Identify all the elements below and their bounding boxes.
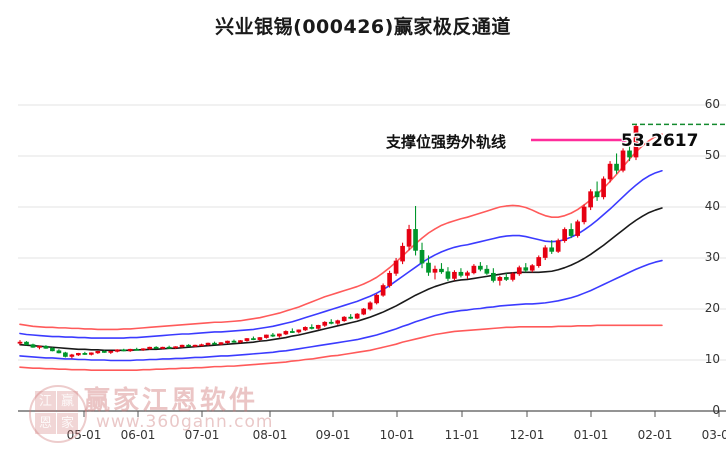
x-tick-label: 05-01 (66, 428, 102, 442)
support-line-annotation: 支撑位强势外轨线 (386, 133, 507, 151)
candlestick-series (17, 124, 639, 359)
y-tick-label: 0 (712, 403, 720, 417)
x-tick-label: 01-01 (573, 428, 609, 442)
x-tick-label: 02-01 (637, 428, 673, 442)
x-tick-label: 03-01 (701, 428, 726, 442)
y-tick-label: 30 (704, 250, 720, 264)
y-tick-label: 20 (704, 301, 720, 315)
axis-ticks (83, 411, 720, 417)
page-title: 兴业银锡(000426)赢家极反通道 (215, 16, 511, 38)
y-tick-label: 10 (704, 352, 720, 366)
x-tick-label: 09-01 (315, 428, 351, 442)
y-tick-label: 40 (704, 199, 720, 213)
x-tick-label: 07-01 (184, 428, 220, 442)
x-tick-label: 11-01 (444, 428, 480, 442)
y-tick-label: 50 (704, 148, 720, 162)
x-tick-label: 12-01 (509, 428, 545, 442)
y-tick-label: 60 (704, 97, 720, 111)
x-tick-label: 08-01 (252, 428, 288, 442)
x-tick-label: 10-01 (379, 428, 415, 442)
annotated-price-value: 53.2617 (621, 131, 699, 151)
channel-bands (19, 133, 663, 372)
grid-lines (18, 104, 726, 412)
x-tick-label: 06-01 (120, 428, 156, 442)
